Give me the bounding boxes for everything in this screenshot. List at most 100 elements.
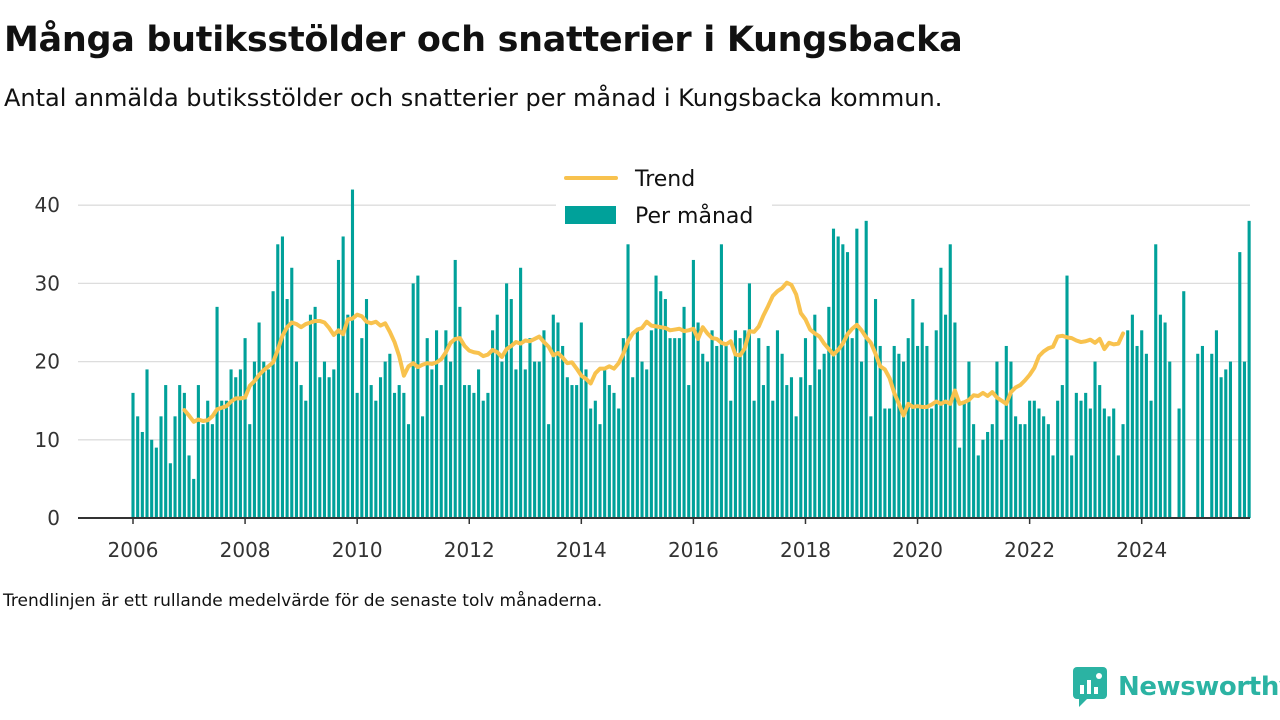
bar (1140, 330, 1144, 518)
bar (1018, 424, 1022, 518)
bar (430, 369, 434, 518)
x-tick-label: 2008 (220, 538, 271, 562)
bar (1037, 408, 1041, 518)
bar (1056, 400, 1060, 518)
bar (710, 330, 714, 518)
bar (1238, 252, 1242, 518)
bar (808, 385, 812, 518)
bar (360, 338, 364, 518)
bar (388, 353, 392, 518)
bar (743, 330, 747, 518)
bar (1046, 424, 1050, 518)
bar (976, 455, 980, 518)
bar (234, 377, 238, 518)
bar (551, 314, 555, 518)
bar (930, 408, 934, 518)
bar (887, 408, 892, 518)
bar (944, 314, 948, 518)
bar (519, 267, 523, 518)
bar (775, 330, 780, 518)
bar (206, 400, 210, 518)
bar (416, 275, 420, 518)
bar (411, 283, 415, 518)
bar (785, 385, 789, 518)
bar (729, 400, 733, 518)
x-tick-labels: 2006 2008 2010 2012 2014 2016 2018 2020 2022 2024 (108, 518, 1167, 562)
bar-series (131, 189, 1251, 519)
bar (733, 330, 737, 518)
bar (1130, 314, 1134, 518)
bar (505, 283, 509, 518)
bar (159, 416, 163, 518)
bar (691, 259, 695, 518)
bar (906, 338, 910, 518)
bar (738, 338, 742, 518)
bar (1214, 330, 1218, 518)
bar (477, 369, 481, 518)
bar (920, 322, 924, 518)
bar (948, 244, 952, 519)
bar (472, 392, 476, 518)
bar (528, 338, 532, 518)
bar (1107, 416, 1111, 518)
legend-bars-swatch (565, 206, 616, 224)
bar (561, 345, 565, 518)
bar (332, 369, 336, 518)
bar (1158, 314, 1162, 518)
bar (444, 330, 448, 518)
chart-subtitle: Antal anmälda butiksstölder och snatteri… (4, 84, 943, 112)
bar (533, 361, 537, 518)
bar (355, 392, 359, 518)
bar (406, 424, 411, 518)
bar (705, 361, 709, 518)
bar (841, 244, 845, 519)
bar (570, 385, 574, 518)
bar (831, 228, 836, 518)
bar (757, 338, 761, 518)
bar (640, 361, 644, 518)
bar (687, 385, 691, 518)
bar (897, 353, 901, 518)
bar (958, 447, 962, 518)
bar (649, 330, 653, 518)
bar (1032, 400, 1036, 518)
bar (252, 361, 256, 518)
bar (238, 369, 242, 518)
bar (1112, 408, 1116, 518)
bar (425, 338, 429, 518)
bar (1121, 424, 1125, 518)
bar (229, 369, 233, 518)
x-tick-label: 2010 (332, 538, 383, 562)
bar (131, 392, 135, 518)
trend-line (182, 280, 1126, 424)
bar (336, 259, 341, 518)
bar (584, 369, 588, 518)
bar (766, 345, 770, 518)
bar (392, 392, 397, 518)
bar (294, 361, 298, 518)
bar (747, 283, 751, 518)
bar (1004, 345, 1008, 518)
bar (136, 416, 140, 518)
bar (523, 369, 527, 518)
bar (1242, 361, 1247, 518)
bar (724, 345, 728, 518)
bar (257, 322, 261, 518)
bar (1177, 408, 1181, 518)
bar (934, 330, 938, 518)
bar (864, 220, 868, 518)
bar (883, 408, 887, 518)
bar (631, 377, 635, 518)
y-tick-label: 0 (47, 506, 60, 530)
bar (1000, 439, 1004, 518)
bar (481, 400, 485, 518)
bar (271, 291, 275, 518)
bar (673, 338, 677, 518)
bar (607, 385, 611, 518)
brand: Newsworthy (1073, 667, 1280, 707)
bar (173, 416, 177, 518)
bar (1154, 244, 1158, 519)
bar (593, 400, 597, 518)
bar (603, 369, 607, 518)
